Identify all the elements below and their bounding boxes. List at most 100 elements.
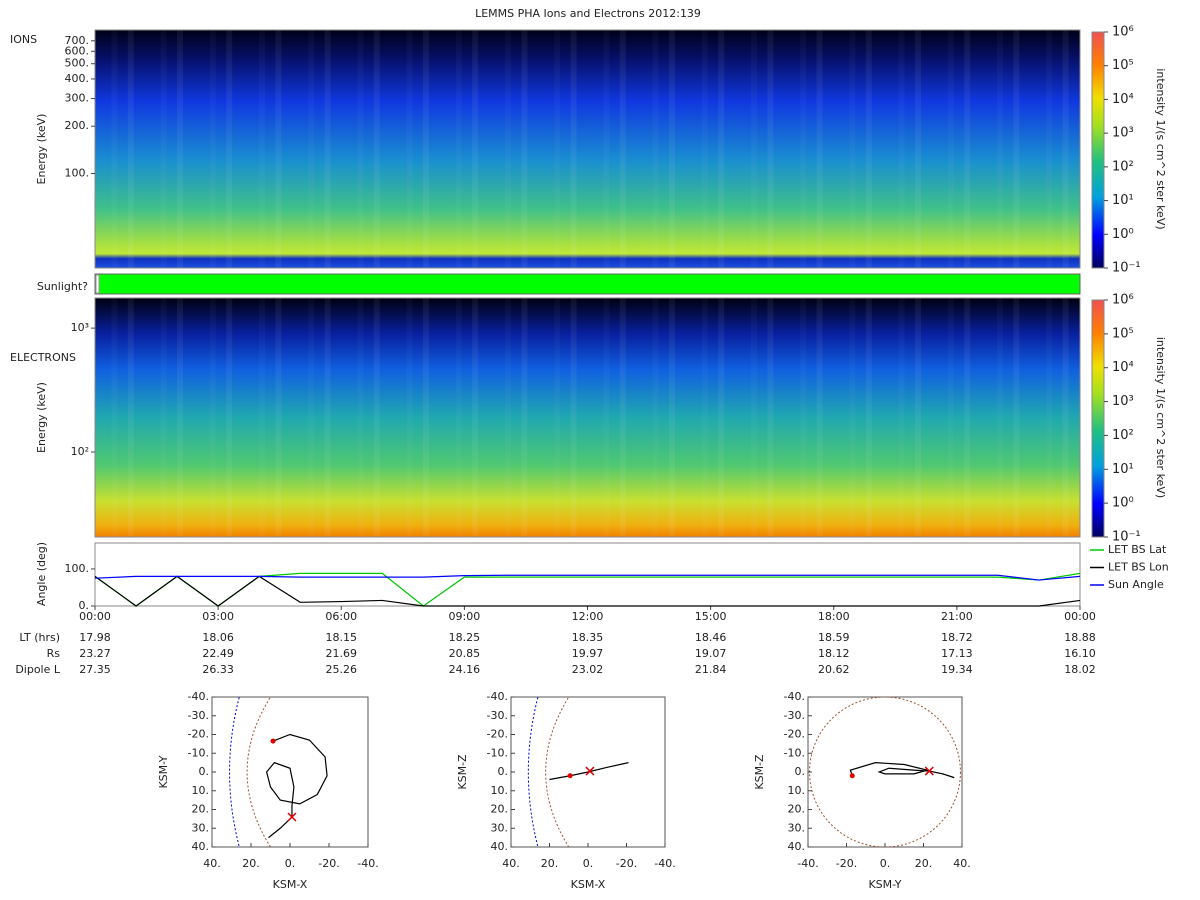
x-tick-label: 15:00 xyxy=(695,610,727,623)
plot-area xyxy=(809,697,961,847)
table-cell: 18.59 xyxy=(818,631,850,644)
spectrogram-stripe xyxy=(767,298,774,537)
x-tick-label: -40. xyxy=(654,857,675,870)
spectrogram-stripe xyxy=(1046,30,1052,268)
spectrogram-stripe xyxy=(816,298,823,537)
y-tick-label: 20. xyxy=(788,803,806,816)
y-axis-label: Energy (keV) xyxy=(35,114,48,185)
start-marker xyxy=(849,773,855,779)
y-tick-label: 600. xyxy=(65,44,90,57)
x-tick-label: 0. xyxy=(583,857,594,870)
spectrogram-stripe xyxy=(456,30,462,268)
spectrogram-stripe xyxy=(505,298,511,537)
end-marker xyxy=(287,812,297,822)
table-cell: 23.02 xyxy=(572,663,604,676)
spectrogram-stripe xyxy=(210,30,216,268)
boundary xyxy=(809,697,961,847)
plot-frame xyxy=(94,297,1081,538)
spectrogram-stripe xyxy=(456,298,462,537)
y-tick-label: 30. xyxy=(491,821,509,834)
spectrogram-stripe xyxy=(226,30,233,268)
y-tick-label: 700. xyxy=(65,34,90,47)
table-cell: 23.27 xyxy=(79,647,111,660)
colorbar-tick-label: 10⁰ xyxy=(1112,227,1134,242)
y-tick-label: 10. xyxy=(491,784,509,797)
legend-label: LET BS Lon xyxy=(1108,561,1169,574)
start-marker xyxy=(270,738,276,744)
table-cell: 17.98 xyxy=(79,631,111,644)
panel-label: ELECTRONS xyxy=(10,351,76,364)
spectrogram-stripe xyxy=(161,298,167,537)
y-tick-label: 20. xyxy=(192,803,210,816)
series-line xyxy=(94,574,1081,581)
table-cell: 26.33 xyxy=(202,663,234,676)
x-tick-label: 0. xyxy=(285,857,296,870)
table-cell: 18.15 xyxy=(326,631,358,644)
spectrogram-stripe xyxy=(472,298,479,537)
spectrogram-stripe xyxy=(324,30,331,268)
spectrogram-stripe xyxy=(226,298,233,537)
spectrogram-stripe xyxy=(718,30,725,268)
x-axis-label: KSM-Y xyxy=(868,878,901,891)
x-axis-label: KSM-X xyxy=(273,878,308,891)
spectrogram xyxy=(95,298,1080,537)
table-cell: 27.35 xyxy=(79,663,111,676)
spectrogram-stripe xyxy=(702,298,708,537)
table-cell: 16.10 xyxy=(1064,647,1096,660)
y-tick-label: 10. xyxy=(192,784,210,797)
spectrogram-stripe xyxy=(915,298,921,537)
spectrogram-stripe xyxy=(669,30,675,268)
spectrogram-stripe xyxy=(373,30,380,268)
y-tick-label: 200. xyxy=(65,119,90,132)
colorbar-tick-label: 10⁻¹ xyxy=(1112,530,1141,545)
plot-frame xyxy=(211,696,369,848)
colorbar-tick-label: 10² xyxy=(1112,428,1134,443)
y-tick-label: 40. xyxy=(192,840,210,853)
y-tick-label: -40. xyxy=(784,690,805,703)
y-axis-label: Angle (deg) xyxy=(35,542,48,606)
spectrogram-stripe xyxy=(111,298,117,537)
x-tick-label: 09:00 xyxy=(449,610,481,623)
table-cell: 18.88 xyxy=(1064,631,1096,644)
spectrogram-stripe xyxy=(472,30,479,268)
spectrogram-stripe xyxy=(751,30,757,268)
spectrogram-stripe xyxy=(899,298,905,537)
spectrogram-stripe xyxy=(865,298,872,537)
spectrogram-stripe xyxy=(619,30,626,268)
table-cell: 18.25 xyxy=(449,631,481,644)
y-axis-label: KSM-Z xyxy=(456,754,469,790)
status-gap xyxy=(95,274,100,294)
x-tick-label: 40. xyxy=(203,857,221,870)
spectrogram-stripe xyxy=(948,30,954,268)
spectrogram-stripe xyxy=(111,30,117,268)
spectrogram-stripe xyxy=(521,30,528,268)
spectrogram-stripe xyxy=(800,298,806,537)
legend-label: LET BS Lat xyxy=(1108,543,1167,556)
spectrogram-stripe xyxy=(603,298,609,537)
spectrogram-stripe xyxy=(308,298,314,537)
spectrogram-stripe xyxy=(849,298,855,537)
y-tick-label: -40. xyxy=(487,690,508,703)
y-axis-label: KSM-Z xyxy=(753,754,766,790)
spectrogram-stripe xyxy=(554,30,560,268)
spectrogram-stripe xyxy=(357,298,363,537)
spectrogram-stripe xyxy=(997,298,1003,537)
colorbar-tick-label: 10³ xyxy=(1112,126,1134,141)
spectrogram-stripe xyxy=(751,298,757,537)
spectrogram-stripe xyxy=(521,298,528,537)
colorbar-tick-label: 10⁴ xyxy=(1112,92,1134,107)
colorbar xyxy=(1091,31,1105,269)
table-cell: 21.84 xyxy=(695,663,727,676)
table-cell: 22.49 xyxy=(202,647,234,660)
table-cell: 18.72 xyxy=(941,631,973,644)
spectrogram-stripe xyxy=(619,298,626,537)
spectrogram-stripe xyxy=(653,30,659,268)
table-row-label: Rs xyxy=(47,647,61,660)
x-tick-label: 0. xyxy=(880,857,891,870)
table-row-label: Dipole L xyxy=(15,663,61,676)
y-tick-label: -20. xyxy=(188,728,209,741)
plot-area xyxy=(527,697,629,847)
x-tick-label: 00:00 xyxy=(1064,610,1096,623)
y-tick-label: 30. xyxy=(788,821,806,834)
